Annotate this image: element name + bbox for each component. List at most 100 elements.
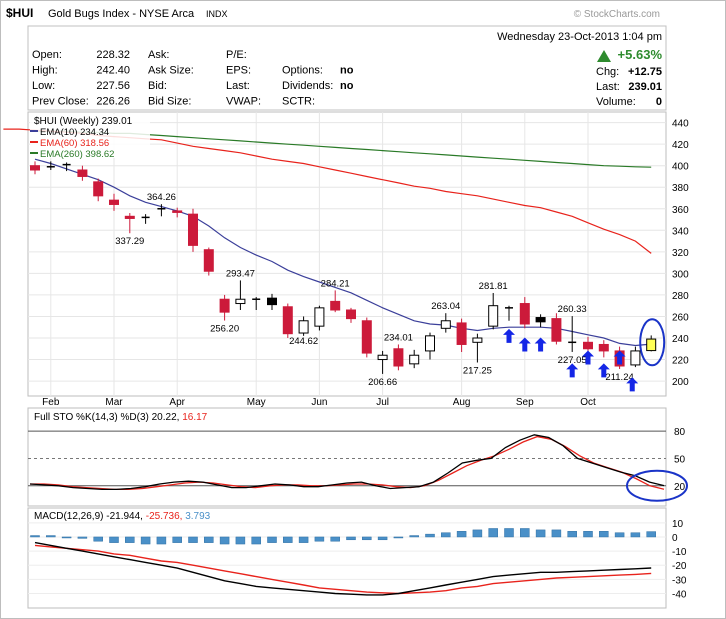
macd-histogram-bar [441, 532, 451, 538]
price-tick-label: 400 [672, 162, 689, 173]
price-tick-label: 280 [672, 291, 689, 302]
candle-body [393, 348, 404, 367]
blue-up-arrow-icon [613, 350, 626, 365]
candle-body [219, 298, 230, 313]
macd-tick-label: -20 [672, 561, 687, 572]
price-annotation: 293.47 [226, 268, 255, 279]
candle-body [646, 338, 657, 352]
macd-histogram-bar [377, 536, 388, 541]
quote-label: Options: [282, 65, 323, 77]
volume-value: 0 [656, 96, 662, 108]
percent-change: +5.63% [618, 47, 663, 62]
quote-label: SCTR: [282, 96, 315, 108]
price-annotation: 217.25 [463, 366, 492, 377]
quote-value: 227.56 [96, 80, 130, 92]
blue-up-arrow-icon [566, 363, 579, 378]
macd-histogram-bar [314, 536, 325, 542]
price-axis: 200 220 240 260 280 300 320 340 360 380 400 420 440 [672, 119, 689, 388]
highlight-circle [639, 318, 666, 367]
quote-value: 228.32 [96, 49, 130, 61]
quote-label: Ask: [148, 49, 169, 61]
macd-histogram-bar [614, 532, 625, 538]
macd-line [34, 541, 652, 596]
price-tick-label: 320 [672, 248, 689, 259]
price-labels: 364.26 337.29 293.47 256.20 284.21 244.62 234.… [115, 192, 634, 388]
macd-histogram-bar [61, 536, 72, 539]
candle-body [535, 317, 546, 323]
candle-body [267, 297, 277, 306]
macd-plot: 10 0 -10 -20 -30 -40 [28, 519, 687, 601]
month-label: Jun [311, 397, 327, 408]
quote-value: 242.40 [96, 65, 130, 77]
price-tick-label: 380 [672, 183, 689, 194]
price-annotation: 206.66 [368, 377, 397, 388]
macd-tick-label: 10 [672, 519, 684, 530]
blue-up-arrow-icon [626, 377, 639, 392]
price-annotation: 281.81 [479, 281, 508, 292]
macd-histogram-bar [472, 529, 483, 538]
candle-body [519, 303, 530, 325]
candle-body [282, 306, 293, 335]
candle-body [172, 210, 183, 213]
macd-tick-label: -40 [672, 590, 687, 601]
price-tick-label: 440 [672, 119, 689, 130]
month-label: Apr [169, 397, 185, 408]
candle-body [314, 307, 325, 327]
quote-label: Last: [226, 80, 250, 92]
month-label: Sep [516, 397, 534, 408]
candle-body [377, 354, 388, 361]
macd-histogram-bar [46, 535, 56, 538]
stochastic-legend: Full STO %K(14,3) %D(3) 20.22, 16.17 [34, 412, 208, 423]
candle-body [203, 249, 214, 272]
macd-tick-label: 0 [672, 533, 678, 544]
macd-histogram-bar [251, 536, 261, 545]
quote-rows: Open: 228.32 Ask: P/E: High: 242.40 Ask Size: E… [32, 49, 354, 108]
stochastic-highlight-circle [626, 469, 688, 502]
x-axis: Feb Mar Apr May Jun Jul Aug Sep Oct [42, 397, 596, 408]
month-label: Feb [42, 397, 60, 408]
up-arrow-icon [597, 50, 611, 62]
macd-histogram-bar [235, 536, 246, 545]
candle-body [551, 318, 562, 342]
exchange-label: INDX [206, 9, 228, 19]
macd-histogram-bar [583, 531, 593, 538]
macd-histogram-bar [393, 536, 404, 539]
macd-histogram-bar [567, 531, 577, 538]
chg-value: +12.75 [628, 66, 662, 78]
macd-histogram-bar [109, 536, 119, 543]
candle-body [298, 320, 309, 334]
legend-entry: EMA(260) 398.62 [40, 149, 114, 160]
macd-histogram-bar [425, 533, 435, 538]
macd-histogram-bar [140, 536, 151, 545]
price-annotation: 263.04 [431, 301, 460, 312]
macd-histogram-bar [630, 532, 641, 538]
volume-label: Volume: [596, 96, 636, 108]
candle-body [235, 298, 246, 305]
candle-body [598, 343, 609, 352]
macd-tick-label: -10 [672, 547, 687, 558]
quote-label: Low: [32, 80, 55, 92]
macd-histogram-bar [504, 528, 514, 538]
quote-value: 226.26 [96, 96, 130, 108]
macd-histogram-bar [520, 528, 530, 538]
candle-body [93, 181, 104, 197]
ticker-symbol: $HUI [6, 6, 33, 20]
price-tick-label: 420 [672, 140, 689, 151]
legend-background [30, 114, 150, 158]
candle-body [583, 341, 593, 350]
price-annotation: 244.62 [289, 336, 318, 347]
quote-label: Dividends: [282, 80, 333, 92]
candle-body [630, 350, 641, 366]
candle-body [330, 300, 341, 311]
price-tick-label: 200 [672, 377, 689, 388]
candle-body [188, 213, 198, 246]
macd-histogram-bar [77, 536, 88, 539]
macd-histogram-bar [362, 536, 372, 541]
price-tick-label: 300 [672, 269, 689, 280]
price-tick-label: 240 [672, 334, 689, 345]
macd-histogram-bar [172, 536, 182, 543]
candle-body [456, 322, 467, 345]
price-tick-label: 220 [672, 356, 689, 367]
macd-panel [27, 507, 667, 609]
